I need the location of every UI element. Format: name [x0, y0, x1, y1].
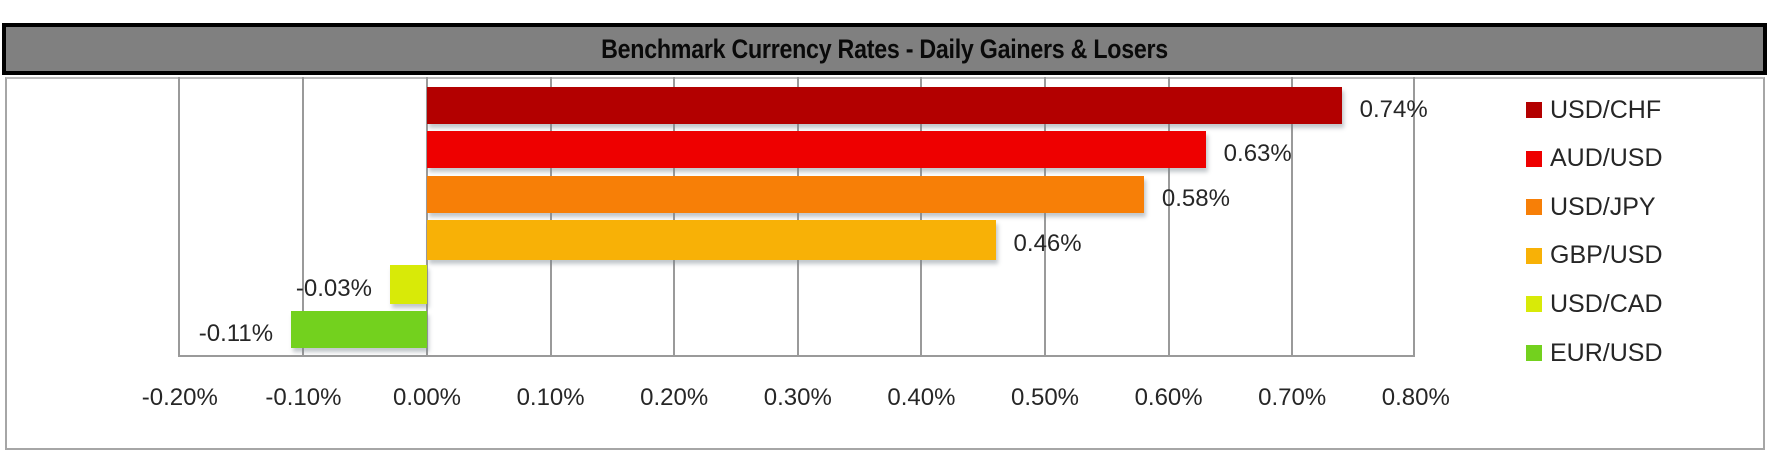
- gridline: [920, 77, 923, 357]
- legend-item: USD/CHF: [1526, 96, 1661, 124]
- legend-item: USD/CAD: [1526, 290, 1663, 318]
- bar-gbp-usd: [427, 220, 996, 260]
- x-tick-label: 0.70%: [1258, 384, 1327, 411]
- legend-label: USD/CHF: [1550, 95, 1662, 124]
- gridline: [426, 77, 428, 357]
- plot-border: [178, 77, 1415, 357]
- gridline: [1044, 77, 1046, 357]
- gridline: [302, 77, 305, 357]
- gridline: [673, 77, 676, 357]
- x-tick-label: 0.60%: [1134, 384, 1203, 411]
- legend-swatch-icon: [1526, 150, 1542, 167]
- bar-aud-usd: [427, 131, 1206, 168]
- x-tick-label: 0.00%: [392, 384, 462, 411]
- x-tick-label: -0.20%: [141, 384, 218, 411]
- legend-swatch-icon: [1526, 199, 1542, 216]
- gridline: [1291, 77, 1294, 357]
- gridline: [1167, 77, 1170, 357]
- bar-value-label: 0.63%: [1223, 139, 1292, 167]
- legend-swatch-icon: [1526, 102, 1542, 118]
- legend-item: GBP/USD: [1526, 242, 1663, 270]
- legend-label: AUD/USD: [1550, 144, 1663, 173]
- x-tick-label: 0.80%: [1381, 384, 1450, 411]
- bar-value-label: -0.11%: [198, 319, 274, 347]
- gridline: [549, 77, 552, 357]
- x-tick-label: 0.20%: [640, 384, 709, 411]
- gridline: [796, 77, 799, 357]
- bar-value-label: -0.03%: [295, 274, 372, 302]
- legend-item: EUR/USD: [1526, 339, 1663, 367]
- legend-label: GBP/USD: [1550, 241, 1663, 270]
- x-tick-label: 0.50%: [1010, 384, 1080, 411]
- x-tick-label: 0.40%: [887, 384, 956, 411]
- legend-swatch-icon: [1526, 296, 1542, 313]
- legend-swatch-icon: [1526, 345, 1542, 361]
- bar-value-label: 0.74%: [1359, 95, 1428, 123]
- bar-value-label: 0.58%: [1161, 184, 1230, 212]
- bar-usd-cad: [389, 265, 427, 304]
- chart-title-bar: Benchmark Currency Rates - Daily Gainers…: [2, 23, 1767, 75]
- x-tick-label: 0.10%: [516, 384, 585, 411]
- bar-value-label: 0.46%: [1013, 230, 1082, 257]
- bar-usd-jpy: [427, 176, 1144, 213]
- legend-item: AUD/USD: [1526, 145, 1663, 173]
- legend-item: USD/JPY: [1526, 193, 1656, 221]
- chart-title: Benchmark Currency Rates - Daily Gainers…: [601, 33, 1168, 64]
- legend-label: USD/CAD: [1550, 289, 1663, 318]
- bar-usd-chf: [427, 87, 1342, 124]
- x-tick-label: 0.30%: [763, 384, 832, 411]
- x-tick-label: -0.10%: [265, 384, 342, 411]
- legend-label: EUR/USD: [1550, 338, 1663, 367]
- bar-eur-usd: [291, 311, 427, 348]
- legend-swatch-icon: [1526, 247, 1542, 264]
- legend-label: USD/JPY: [1550, 192, 1656, 221]
